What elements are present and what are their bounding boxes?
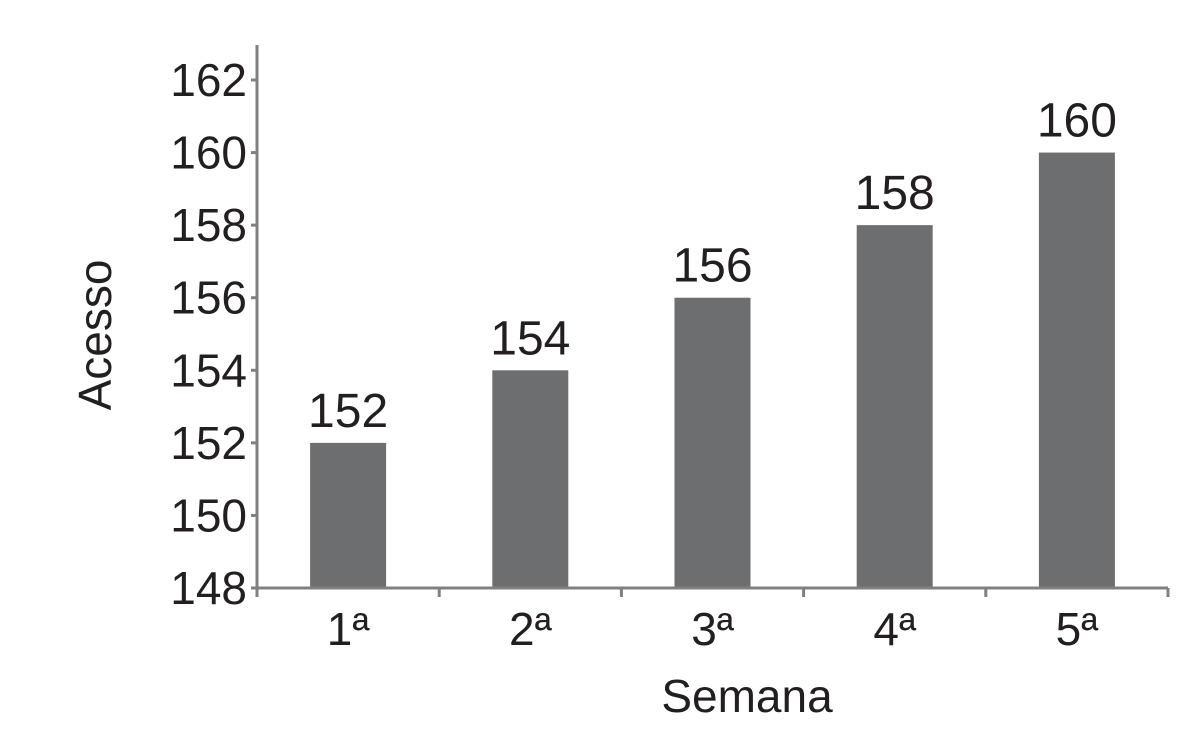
y-axis-title: Acesso: [69, 260, 121, 411]
y-tick-label: 158: [170, 199, 247, 251]
data-label: 158: [855, 167, 935, 220]
y-tick-label: 160: [170, 127, 247, 179]
data-label: 160: [1037, 95, 1117, 148]
bar: [674, 297, 751, 588]
y-tick-label: 150: [170, 489, 247, 541]
data-label: 154: [490, 312, 570, 365]
bar: [1038, 152, 1115, 589]
y-axis: 148 150 152 154 156 158 160 162: [170, 45, 259, 614]
x-tick-label: 1ª: [327, 603, 371, 655]
bar: [856, 225, 933, 588]
bar: [310, 442, 387, 588]
bars-group: [310, 152, 1115, 589]
x-tick-label: 4ª: [873, 603, 917, 655]
x-axis-title: Semana: [661, 670, 833, 722]
y-tick-label: 148: [170, 562, 247, 614]
x-tick-label: 5ª: [1056, 603, 1100, 655]
y-tick-label: 156: [170, 272, 247, 324]
x-axis: 1ª 2ª 3ª 4ª 5ª: [255, 586, 1170, 655]
y-tick-label: 162: [170, 54, 247, 106]
data-labels-group: 152 154 156 158 160: [308, 95, 1117, 438]
data-label: 152: [308, 385, 388, 438]
x-tick-label: 2ª: [509, 603, 553, 655]
data-label: 156: [672, 240, 752, 293]
x-tick-label: 3ª: [691, 603, 735, 655]
y-tick-label: 154: [170, 344, 247, 396]
bar: [492, 370, 569, 588]
y-tick-label: 152: [170, 417, 247, 469]
